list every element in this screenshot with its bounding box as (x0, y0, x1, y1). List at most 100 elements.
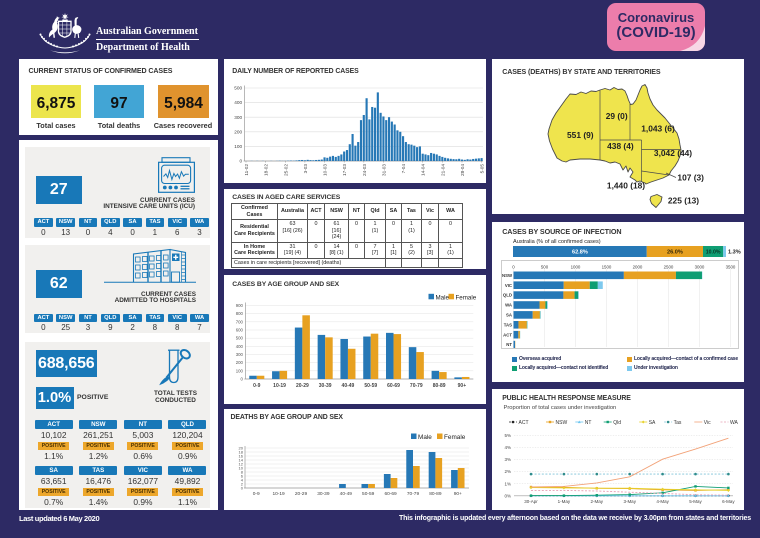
svg-text:0: 0 (512, 265, 515, 270)
svg-text:10: 10 (239, 465, 244, 470)
svg-text:50-59: 50-59 (364, 383, 377, 389)
svg-text:NT: NT (506, 342, 512, 347)
svg-text:29 (0): 29 (0) (606, 111, 628, 121)
svg-text:10-19: 10-19 (272, 491, 285, 497)
svg-text:12: 12 (239, 461, 244, 466)
svg-text:28-04: 28-04 (460, 164, 465, 176)
svg-text:Male: Male (418, 434, 432, 441)
svg-text:3500: 3500 (726, 265, 736, 270)
svg-text:Female: Female (444, 434, 466, 441)
svg-text:0: 0 (241, 485, 244, 490)
svg-text:40-49: 40-49 (340, 491, 353, 497)
svg-text:1,440 (18): 1,440 (18) (607, 181, 645, 191)
svg-text:200: 200 (234, 129, 242, 134)
svg-text:225 (13): 225 (13) (668, 196, 699, 206)
svg-text:Female: Female (456, 294, 477, 301)
svg-text:0-9: 0-9 (253, 491, 260, 497)
svg-text:62.8%: 62.8% (572, 250, 588, 256)
svg-text:6-May: 6-May (722, 499, 735, 504)
svg-text:10-19: 10-19 (273, 383, 286, 389)
svg-text:17-03: 17-03 (342, 164, 347, 176)
svg-text:Qld: Qld (613, 420, 621, 426)
svg-text:21-04: 21-04 (440, 164, 445, 176)
svg-text:0: 0 (241, 377, 244, 382)
svg-text:0-9: 0-9 (253, 383, 260, 389)
svg-text:ACT: ACT (519, 420, 529, 426)
svg-text:Vic: Vic (704, 420, 711, 426)
svg-text:SA: SA (649, 420, 656, 426)
svg-text:4: 4 (241, 477, 244, 482)
svg-text:3000: 3000 (695, 265, 705, 270)
svg-text:18: 18 (239, 449, 244, 454)
svg-text:438 (4): 438 (4) (607, 141, 634, 151)
svg-text:700: 700 (236, 319, 244, 324)
svg-text:500: 500 (234, 86, 242, 91)
svg-text:ACT: ACT (503, 332, 512, 337)
svg-text:300: 300 (234, 115, 242, 120)
svg-text:100: 100 (234, 144, 242, 149)
svg-text:WA: WA (730, 420, 739, 426)
svg-text:20-29: 20-29 (295, 491, 308, 497)
svg-text:70-79: 70-79 (410, 383, 423, 389)
svg-text:90+: 90+ (454, 491, 462, 497)
svg-text:5%: 5% (504, 433, 511, 438)
svg-text:NT: NT (585, 420, 592, 426)
svg-text:5-05: 5-05 (480, 164, 485, 174)
svg-text:800: 800 (236, 311, 244, 316)
svg-text:5-May: 5-May (689, 499, 702, 504)
svg-text:4-May: 4-May (656, 499, 669, 504)
svg-text:90+: 90+ (458, 383, 467, 389)
svg-text:VIC: VIC (505, 283, 512, 288)
svg-text:3,042 (44): 3,042 (44) (654, 148, 692, 158)
svg-text:40-49: 40-49 (342, 383, 355, 389)
svg-text:30-39: 30-39 (317, 491, 330, 497)
svg-text:100: 100 (236, 368, 244, 373)
svg-text:NSW: NSW (556, 420, 568, 426)
svg-text:300: 300 (236, 352, 244, 357)
svg-text:80-89: 80-89 (429, 491, 442, 497)
svg-text:400: 400 (234, 100, 242, 105)
svg-text:500: 500 (236, 336, 244, 341)
svg-text:26.0%: 26.0% (667, 250, 683, 256)
svg-text:3-May: 3-May (623, 499, 636, 504)
svg-text:7-04: 7-04 (401, 164, 406, 174)
svg-text:Male: Male (436, 294, 450, 301)
svg-text:25-02: 25-02 (283, 164, 288, 176)
svg-text:70-79: 70-79 (407, 491, 420, 497)
svg-text:107 (3): 107 (3) (677, 172, 704, 182)
svg-text:4%: 4% (504, 445, 511, 450)
svg-text:14: 14 (239, 457, 244, 462)
svg-text:0: 0 (239, 159, 242, 164)
svg-text:551 (9): 551 (9) (567, 130, 594, 140)
svg-text:10-03: 10-03 (323, 164, 328, 176)
svg-text:20: 20 (239, 445, 244, 450)
svg-text:8: 8 (241, 469, 244, 474)
svg-text:1000: 1000 (571, 265, 581, 270)
svg-text:SA: SA (506, 313, 512, 318)
svg-text:NSW: NSW (502, 273, 513, 278)
svg-text:900: 900 (236, 303, 244, 308)
svg-text:30-Apr: 30-Apr (524, 499, 538, 504)
svg-text:11-02: 11-02 (244, 164, 249, 176)
svg-text:1.3%: 1.3% (728, 250, 741, 256)
svg-text:QLD: QLD (503, 293, 512, 298)
svg-text:2%: 2% (504, 469, 511, 474)
svg-text:50-59: 50-59 (362, 491, 375, 497)
svg-text:24-03: 24-03 (362, 164, 367, 176)
svg-text:2: 2 (241, 481, 244, 486)
svg-text:2000: 2000 (633, 265, 643, 270)
svg-text:TAS: TAS (504, 322, 512, 327)
svg-text:2500: 2500 (664, 265, 674, 270)
svg-text:31-03: 31-03 (381, 164, 386, 176)
svg-text:1%: 1% (504, 481, 511, 486)
svg-text:20-29: 20-29 (296, 383, 309, 389)
svg-text:10.0%: 10.0% (706, 250, 721, 256)
svg-text:80-89: 80-89 (433, 383, 446, 389)
svg-text:60-69: 60-69 (387, 383, 400, 389)
svg-text:500: 500 (541, 265, 549, 270)
svg-text:0%: 0% (504, 493, 511, 498)
svg-text:16: 16 (239, 453, 244, 458)
svg-text:200: 200 (236, 360, 244, 365)
svg-text:30-39: 30-39 (319, 383, 332, 389)
svg-text:1-May: 1-May (558, 499, 571, 504)
